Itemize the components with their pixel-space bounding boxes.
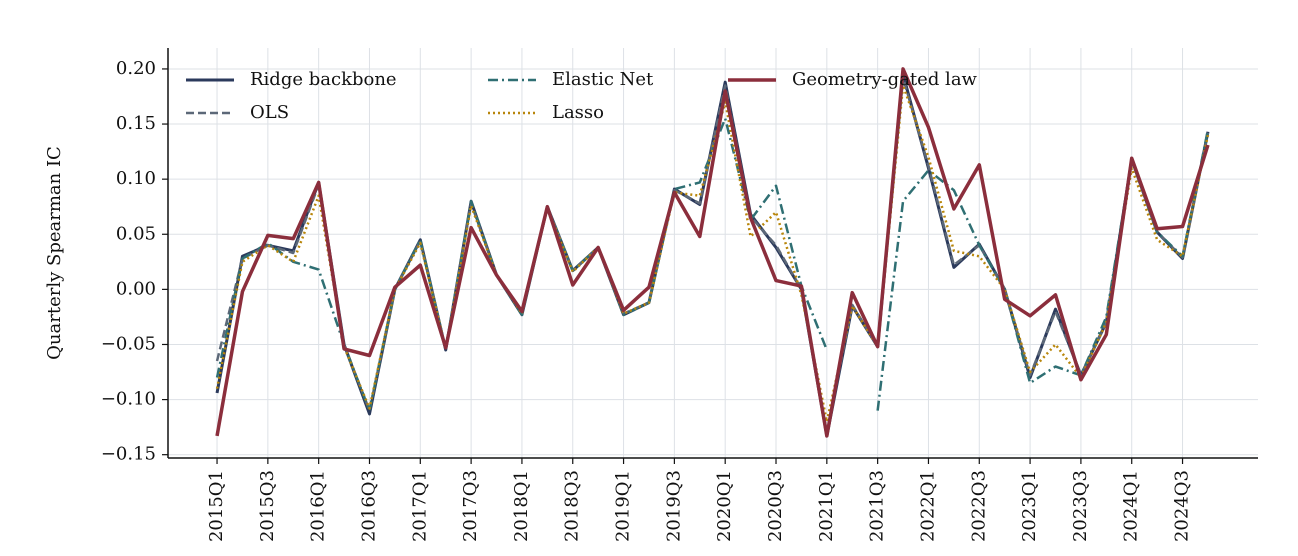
legend-label: Elastic Net [552,69,654,90]
x-tick-label: 2015Q3 [257,470,278,542]
x-tick-label: 2022Q1 [917,470,938,542]
y-tick-label: 0.10 [116,168,156,189]
x-tick-label: 2020Q1 [714,470,735,542]
x-tick-label: 2024Q3 [1172,470,1193,542]
series-line [215,84,1210,423]
y-tick-label: −0.15 [101,444,156,465]
x-tick-label: 2023Q3 [1070,470,1091,542]
x-tick-label: 2015Q1 [206,470,227,542]
legend-label: Geometry-gated law [792,69,978,90]
y-tick-label: −0.10 [101,389,156,410]
x-tick-label: 2019Q3 [663,470,684,542]
y-tick-label: 0.00 [116,278,156,299]
y-tick-label: 0.20 [116,58,156,79]
x-tick-label: 2022Q3 [968,470,989,542]
x-tick-label: 2024Q1 [1121,470,1142,542]
x-tick-label: 2016Q3 [358,470,379,542]
x-tick-label: 2017Q3 [460,470,481,542]
y-tick-label: −0.05 [101,333,156,354]
y-axis-label: Quarterly Spearman IC [44,146,65,360]
legend-label: OLS [250,102,289,123]
series-line [215,72,1210,438]
series-line [215,76,1210,434]
x-tick-label: 2021Q3 [867,470,888,542]
x-tick-label: 2017Q1 [409,470,430,542]
x-tick-label: 2019Q1 [613,470,634,542]
series-line [215,117,1210,412]
series-line [215,67,1210,438]
x-tick-label: 2018Q3 [562,470,583,542]
grid [168,48,1258,458]
x-tick-label: 2020Q3 [765,470,786,542]
x-tick-label: 2018Q1 [511,470,532,542]
x-tick-label: 2023Q1 [1019,470,1040,542]
y-tick-label: 0.05 [116,223,156,244]
x-tick-label: 2021Q1 [816,470,837,542]
legend-label: Ridge backbone [250,69,397,90]
legend-label: Lasso [552,102,604,123]
x-tick-label: 2016Q1 [308,470,329,542]
y-tick-label: 0.15 [116,113,156,134]
